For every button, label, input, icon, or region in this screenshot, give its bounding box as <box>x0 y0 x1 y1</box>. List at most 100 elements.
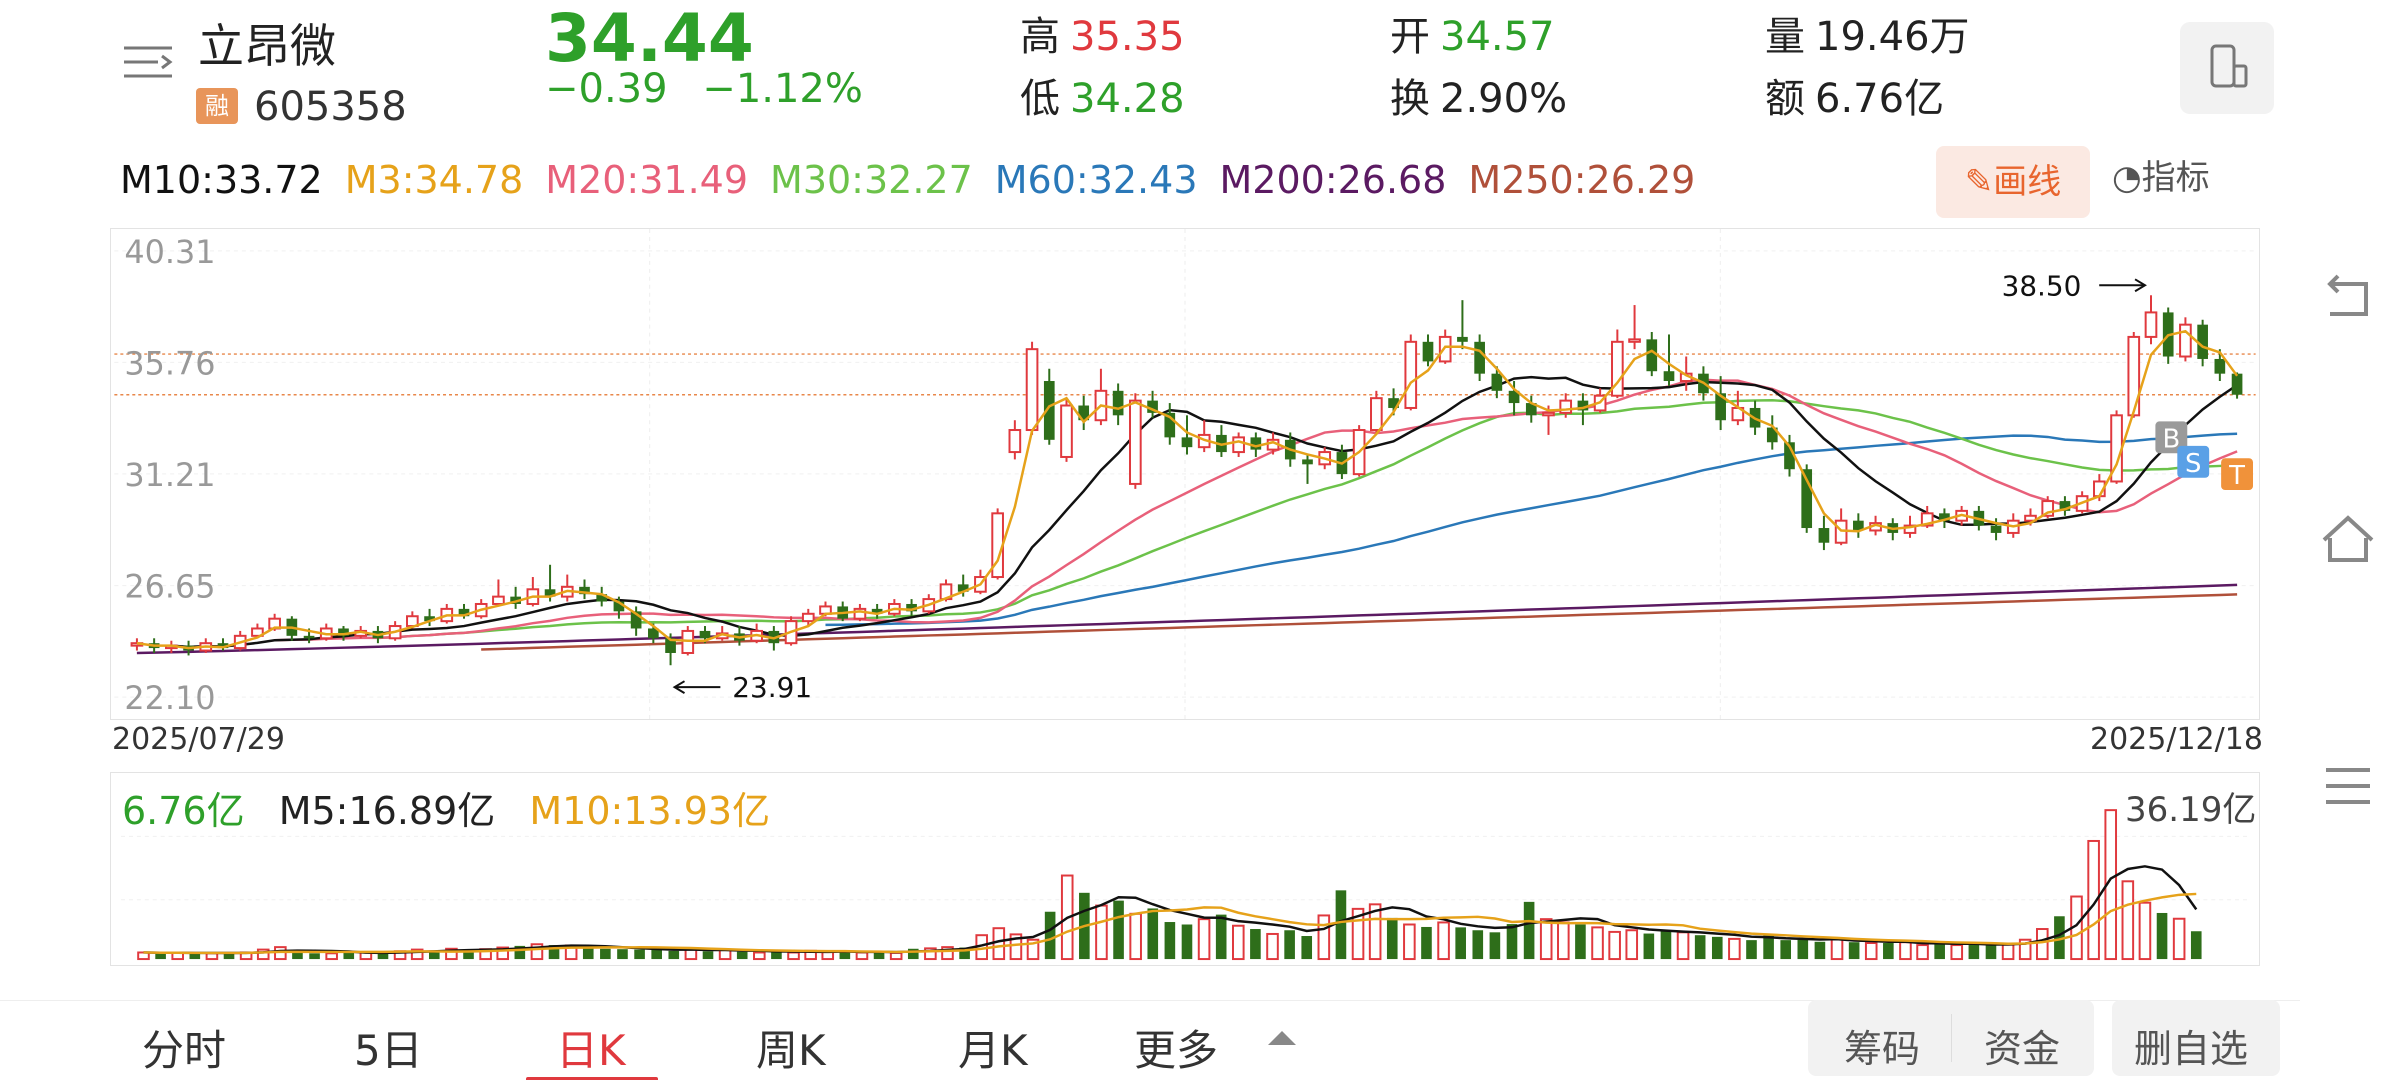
indicator-button[interactable]: ◔指标 <box>2112 158 2210 198</box>
candle <box>1525 403 1537 416</box>
price-change: −0.39 −1.12% <box>545 66 885 112</box>
tab-daily-k[interactable]: 日K <box>556 1026 626 1075</box>
candle <box>2214 358 2226 374</box>
back-icon[interactable] <box>2316 268 2380 332</box>
candle <box>424 616 435 622</box>
margin-badge: 融 <box>196 88 238 124</box>
chips-button[interactable]: 筹码 <box>1844 1027 1921 1071</box>
ma-label: M60:32.43 <box>994 158 1198 202</box>
volume-bar <box>1472 930 1484 960</box>
volume-bar <box>1181 924 1193 960</box>
candle <box>579 586 590 595</box>
volume-bar <box>1848 942 1860 960</box>
volume-bar <box>1591 926 1604 961</box>
tab-intraday[interactable]: 分时 <box>142 1026 227 1075</box>
landscape-toggle-button[interactable] <box>2180 22 2274 114</box>
candle <box>1920 512 1934 527</box>
candle <box>1457 336 1468 342</box>
volume-bar <box>839 951 851 960</box>
list-icon[interactable] <box>2316 754 2380 818</box>
candle <box>1903 524 1917 534</box>
volume-bar <box>343 952 355 960</box>
volume-bar <box>1386 917 1398 960</box>
volume-bar <box>256 948 270 961</box>
volume-bar <box>1625 929 1639 961</box>
candlestick-chart[interactable]: 40.31 35.76 31.21 26.65 22.10 38.50 23.91 BS T <box>110 228 2260 720</box>
candle <box>613 601 625 612</box>
draw-line-button[interactable]: ✎画线 <box>1936 146 2090 218</box>
t-marker-bg <box>2221 458 2253 491</box>
volume-bar <box>1403 923 1416 961</box>
turnover-stat: 换 2.90% <box>1390 76 1568 122</box>
volume-bar <box>1916 944 1929 961</box>
date-start: 2025/07/29 <box>112 722 285 757</box>
candle <box>338 628 349 636</box>
low-annotation: 23.91 <box>732 671 812 704</box>
rotate-screen-icon <box>2210 44 2248 88</box>
volume-bar <box>1575 924 1586 960</box>
caret-up-icon[interactable] <box>1268 1031 1296 1045</box>
volume-bar <box>1129 912 1142 961</box>
volume-bar <box>410 948 424 961</box>
candle <box>1078 405 1090 421</box>
funds-button[interactable]: 资金 <box>1984 1027 2061 1071</box>
tab-monthly-k[interactable]: 月K <box>958 1026 1028 1075</box>
t-marker: T <box>2228 461 2245 491</box>
volume-bar <box>1608 930 1621 961</box>
candle <box>1818 528 1830 543</box>
candle <box>217 643 229 649</box>
remove-watchlist-button[interactable]: 删自选 <box>2112 1000 2280 1076</box>
ma3-line <box>136 329 2239 650</box>
candle <box>596 594 608 602</box>
volume-bar <box>1368 903 1382 961</box>
tab-more[interactable]: 更多 <box>1134 1026 1219 1075</box>
y-tick-label: 22.10 <box>124 679 215 717</box>
volume-bar <box>325 952 338 961</box>
volume-bar <box>1883 943 1894 960</box>
volume-bar <box>1711 936 1723 960</box>
volume-bar <box>1950 944 1964 961</box>
volume-bar <box>668 950 680 960</box>
candle <box>648 628 659 639</box>
volume-bar <box>1351 907 1365 961</box>
volume-bar <box>873 952 885 960</box>
volume-bar <box>1985 945 1997 960</box>
candle <box>1250 437 1262 450</box>
candle <box>1147 400 1158 413</box>
high-stat: 高 35.35 <box>1020 14 1185 60</box>
volume-value: 19.46万 <box>1815 14 1970 60</box>
volume-bar <box>2087 839 2100 961</box>
volume-chart[interactable] <box>110 772 2260 966</box>
tab-5day[interactable]: 5日 <box>354 1026 423 1075</box>
volume-bar <box>377 952 389 960</box>
volume-stat: 量 19.46万 <box>1765 14 1970 60</box>
volume-bar <box>1934 943 1945 960</box>
volume-bar <box>1455 927 1466 960</box>
volume-ma5: M5:16.89亿 <box>278 789 496 833</box>
candle <box>2127 335 2141 417</box>
volume-bar <box>309 953 320 960</box>
tab-weekly-k[interactable]: 周K <box>756 1026 826 1075</box>
candle <box>1663 371 1675 382</box>
ma-label: M10:33.72 <box>120 158 323 202</box>
volume-bar <box>600 948 611 960</box>
volume-bar <box>463 950 474 960</box>
ma-label: M20:31.49 <box>545 158 749 202</box>
volume-bar <box>617 949 628 960</box>
menu-icon[interactable] <box>118 40 178 90</box>
candle <box>1715 393 1726 421</box>
amount-stat: 额 6.76亿 <box>1765 76 1945 122</box>
candle <box>1801 469 1813 529</box>
candle <box>1508 390 1520 404</box>
candle <box>2024 514 2037 522</box>
candle <box>1474 341 1485 374</box>
candle <box>1853 520 1864 531</box>
candle <box>492 595 505 605</box>
volume-bar <box>1232 924 1245 961</box>
volume-bar <box>1539 918 1553 961</box>
candle <box>303 635 315 639</box>
volume-bar <box>1797 939 1809 960</box>
candle <box>1646 339 1658 372</box>
stock-code: 605358 <box>254 84 407 130</box>
home-icon[interactable] <box>2316 508 2380 572</box>
